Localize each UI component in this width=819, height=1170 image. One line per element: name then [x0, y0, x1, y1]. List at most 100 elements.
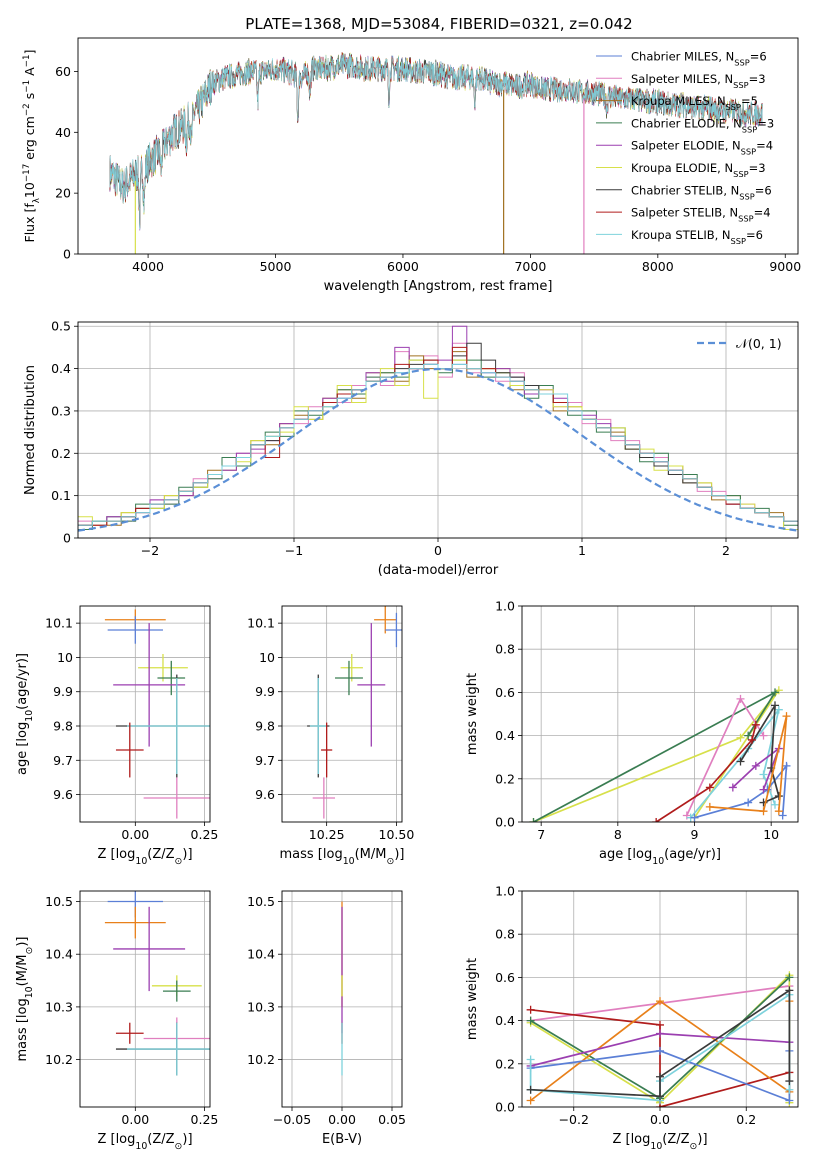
weight-marker	[785, 1096, 794, 1105]
label-subscript: 10	[343, 856, 355, 867]
legend-label-main: Chabrier MILES, N	[631, 50, 734, 64]
y-tick-label: 0.4	[495, 728, 515, 743]
ticks: −2 −1 0 1 2 0 0.1 0.2 0.3 0.4 0.5	[51, 319, 730, 558]
legend-label-suffix: =3	[757, 116, 774, 130]
legend-label-sub: SSP	[742, 124, 757, 134]
weight-marker	[771, 688, 779, 697]
label-part: (age/yr)]	[15, 653, 30, 710]
label-part: )]	[15, 937, 30, 947]
x-axis-label: E(B-V)	[322, 1132, 362, 1147]
weight-marker	[656, 1020, 664, 1029]
y-tick-label: 9.8	[255, 719, 275, 734]
weight-marker	[526, 1055, 535, 1064]
y-tick-label: 9.9	[53, 684, 73, 699]
y-tick-label: 0.8	[495, 642, 515, 657]
label-subscript: ⊙	[24, 947, 35, 955]
weight-marker	[652, 818, 661, 822]
label-part: 10	[22, 182, 37, 198]
ticks: 7 8 9 10 0.0 0.2 0.4 0.6 0.8 1.0	[495, 599, 779, 843]
weight-marker	[774, 792, 783, 801]
label-part: ]	[22, 50, 37, 55]
x-tick-label: 10	[763, 827, 779, 842]
spectrum-line-kroupa-stelib	[109, 53, 763, 230]
label-part: Z [log	[97, 847, 135, 862]
legend-label-sub: SSP	[733, 80, 748, 90]
legend-label-sub: SSP	[738, 214, 753, 224]
y-tick-label: 10.3	[247, 999, 275, 1014]
label-part: age [log	[15, 722, 30, 775]
label-part: mass [log	[280, 847, 343, 862]
errorbar-point	[321, 722, 333, 778]
label-part: −1	[22, 80, 32, 93]
label-part: age [log	[599, 847, 652, 862]
y-tick-label: 0.2	[51, 446, 71, 461]
errorbar-point	[127, 1022, 210, 1076]
x-tick-label: 10.25	[309, 827, 345, 842]
y-tick-label: 0.8	[495, 927, 515, 942]
errorbar-point	[113, 906, 186, 992]
x-axis-label: Z [log10(Z/Z⊙)]	[97, 1132, 192, 1152]
x-tick-label: 6000	[387, 259, 419, 274]
y-tick-label: 9.9	[255, 684, 275, 699]
x-tick-label: 0	[434, 543, 442, 558]
errorbar-point	[335, 660, 363, 696]
axes-frame	[521, 605, 799, 823]
x-tick-label: −1	[285, 543, 303, 558]
legend-label-sub: SSP	[726, 102, 741, 112]
x-axis-label: wavelength [Angstrom, rest frame]	[324, 279, 553, 294]
weight-marker	[782, 761, 791, 770]
legend-label-sub: SSP	[741, 147, 756, 157]
y-tick-label: 10	[57, 650, 73, 665]
weight-marker	[759, 731, 768, 740]
legend-label-suffix: =5	[741, 94, 758, 108]
legend-label-suffix: =4	[756, 139, 773, 153]
y-axis-label: mass [log10(M/M⊙)]	[15, 937, 35, 1062]
label-part: λ	[32, 198, 42, 203]
x-tick-label: 0.00	[121, 1112, 149, 1127]
legend-label-main: Kroupa ELODIE, N	[631, 161, 733, 175]
label-subscript: 10	[652, 856, 664, 867]
weight-marker	[785, 1077, 794, 1086]
legend-label: Salpeter MILES, NSSP=3	[631, 72, 766, 90]
y-tick-label: 9.6	[255, 787, 275, 802]
y-tick-label: 10.5	[247, 894, 275, 909]
y-tick-label: 60	[55, 64, 71, 79]
x-axis-label: mass [log10(M/M⊙)]	[280, 847, 405, 867]
legend-label-sub: SSP	[739, 191, 754, 201]
label-subscript: 10	[24, 986, 35, 998]
y-tick-label: 10.5	[45, 894, 73, 909]
y-tick-label: 0.0	[495, 815, 515, 830]
y-axis-label: mass weight	[465, 673, 480, 755]
legend-label: Chabrier MILES, NSSP=6	[631, 50, 767, 68]
label-part: )]	[182, 1132, 192, 1147]
legend-label-suffix: =4	[754, 206, 771, 220]
label-part: s	[22, 93, 37, 104]
y-tick-label: 0.4	[495, 1013, 515, 1028]
legend-label-main: Salpeter STELIB, N	[631, 206, 738, 220]
weight-marker	[705, 802, 714, 811]
y-tick-label: 9.7	[255, 753, 275, 768]
y-tick-label: 1.0	[495, 599, 515, 614]
label-part: Z [log	[612, 1132, 650, 1147]
ticks: 4000 5000 6000 7000 8000 9000 0 20 40 60	[55, 64, 801, 274]
y-tick-label: 40	[55, 125, 71, 140]
ticks: −0.2 0.0 0.2 0.0 0.2 0.4 0.6 0.8 1.0	[495, 884, 756, 1128]
y-tick-label: 20	[55, 186, 71, 201]
weight-marker	[656, 997, 664, 1006]
x-tick-label: −0.2	[559, 1112, 589, 1127]
label-subscript: ⊙	[386, 856, 394, 867]
errorbar-point	[115, 722, 144, 778]
y-tick-label: 0.6	[495, 970, 515, 985]
label-subscript: ⊙	[175, 856, 183, 867]
errorbar-point	[374, 606, 397, 634]
weight-marker	[774, 807, 783, 816]
y-tick-label: 9.7	[53, 753, 73, 768]
legend-label-suffix: =3	[749, 161, 766, 175]
axes-border	[77, 37, 799, 255]
y-axis-label: age [log10(age/yr)]	[15, 653, 35, 775]
errorbar-point	[312, 777, 336, 819]
